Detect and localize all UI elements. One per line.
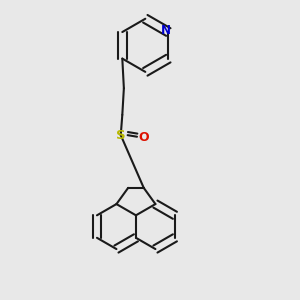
Text: S: S xyxy=(116,129,126,142)
Text: N: N xyxy=(161,24,171,37)
Text: O: O xyxy=(138,131,148,144)
